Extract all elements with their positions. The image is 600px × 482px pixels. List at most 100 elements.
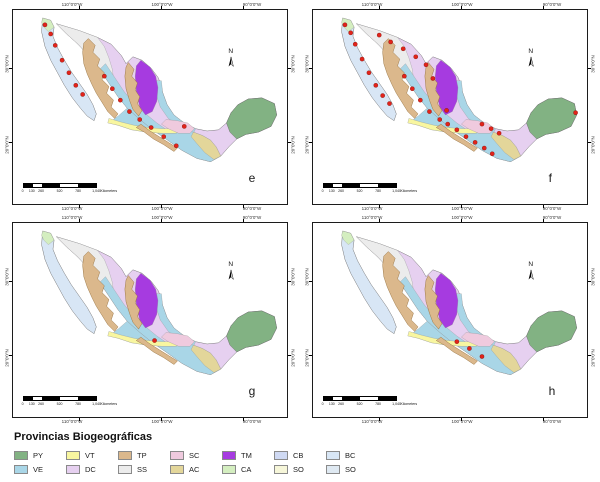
legend-item-ss: SS xyxy=(118,462,170,476)
axis-tick xyxy=(9,68,12,70)
occurrence-dot xyxy=(359,56,365,62)
scalebar-number: 1,040 xyxy=(392,189,401,194)
compass-icon xyxy=(228,56,234,68)
scalebar-number: 520 xyxy=(356,402,363,407)
legend-item-py: PY xyxy=(14,448,66,462)
lon-label: 90°0'0"W xyxy=(542,206,562,211)
scalebar-number: 520 xyxy=(56,402,63,407)
scalebar-number: 260 xyxy=(338,189,344,194)
lon-label: 110°0'0"W xyxy=(361,2,383,7)
lon-label: 100°0'0"W xyxy=(151,2,173,7)
axis-tick xyxy=(288,68,291,70)
lon-label: 110°0'0"W xyxy=(361,206,383,211)
scale-bar-segments xyxy=(22,396,97,402)
occurrence-dot xyxy=(573,110,578,115)
lon-label: 90°0'0"W xyxy=(242,215,262,220)
lat-label: 20°0'0"N xyxy=(290,136,296,154)
legend-swatch xyxy=(66,464,80,474)
legend-swatch xyxy=(274,450,288,460)
scalebar-number: 1,040 xyxy=(392,402,401,407)
occurrence-dot xyxy=(137,117,142,122)
scalebar-number: 520 xyxy=(356,189,363,194)
axis-tick xyxy=(78,418,80,421)
scalebar-number: 260 xyxy=(38,402,44,407)
axis-tick xyxy=(160,418,162,421)
axis-tick xyxy=(588,141,591,143)
scale-bar: 0 130 260 520 780 1,040 Kilometers xyxy=(22,396,117,407)
occurrence-dot xyxy=(181,124,187,129)
scalebar-unit: Kilometers xyxy=(100,189,118,194)
mexico-map xyxy=(341,17,578,163)
occurrence-dot xyxy=(66,70,72,76)
occurrence-dot xyxy=(479,354,485,359)
occurrence-dot xyxy=(48,31,53,37)
scalebar-unit: Kilometers xyxy=(400,402,418,407)
map-frame: N 0 130 260 520 780 1,040 Kilometers f xyxy=(309,6,591,208)
axis-tick xyxy=(543,6,545,9)
lat-label: 20°0'0"N xyxy=(590,349,596,367)
lat-label: 30°0'0"N xyxy=(4,268,10,286)
mexico-map xyxy=(41,230,277,376)
scalebar-number: 780 xyxy=(75,189,81,194)
legend-label: TM xyxy=(241,450,252,460)
lon-label: 110°0'0"W xyxy=(361,419,383,424)
legend-label: SC xyxy=(189,450,200,460)
axis-tick xyxy=(309,141,312,143)
axis-tick xyxy=(588,68,591,70)
occurrence-dot xyxy=(496,130,502,136)
occurrence-dot xyxy=(118,97,123,103)
occurrence-dot xyxy=(400,46,406,52)
lon-label: 110°0'0"W xyxy=(61,206,83,211)
legend-item-dc: DC xyxy=(66,462,118,476)
north-arrow: N xyxy=(227,47,235,69)
panel-letter: g xyxy=(248,384,256,399)
scalebar-number: 520 xyxy=(56,189,63,194)
scalebar-number: 260 xyxy=(38,189,44,194)
lon-label: 110°0'0"W xyxy=(61,419,83,424)
legend-label: TP xyxy=(137,450,147,460)
axis-tick xyxy=(309,354,312,356)
axis-tick xyxy=(378,219,380,222)
map-panel-e: 110°0'0"W 100°0'0"W 90°0'0"W 30°0'0"N 20… xyxy=(0,0,300,213)
lon-label: 110°0'0"W xyxy=(361,215,383,220)
legend-label: VT xyxy=(85,450,95,460)
legend-swatch xyxy=(118,450,132,460)
scalebar-number: 780 xyxy=(375,189,381,194)
legend-item-so2: SO xyxy=(326,462,378,476)
axis-tick xyxy=(588,281,591,283)
scalebar-unit: Kilometers xyxy=(400,189,418,194)
compass-icon xyxy=(228,269,234,281)
axis-tick xyxy=(78,6,80,9)
mexico-map xyxy=(41,17,277,163)
axis-tick xyxy=(9,141,12,143)
legend-item-tm: TM xyxy=(222,448,274,462)
axis-tick xyxy=(309,68,312,70)
lat-label: 30°0'0"N xyxy=(590,55,596,73)
legend-title: Provincias Biogeográficas xyxy=(14,431,153,443)
legend-items: PY VE VT DC TP SS SC AC TM CA CB SO BC SO xyxy=(14,448,600,476)
map-frame: N 0 130 260 520 780 1,040 Kilometers e xyxy=(9,6,291,208)
axis-tick xyxy=(288,281,291,283)
occurrence-dot xyxy=(463,134,469,139)
occurrence-dot xyxy=(481,145,487,151)
scalebar-number: 780 xyxy=(375,402,381,407)
occurrence-dot xyxy=(348,30,353,36)
axis-tick xyxy=(543,219,545,222)
lat-label: 20°0'0"N xyxy=(590,136,596,154)
legend-swatch xyxy=(170,450,184,460)
lon-label: 90°0'0"W xyxy=(542,419,562,424)
panel-letter: h xyxy=(548,384,556,399)
scalebar-number: 0 xyxy=(321,402,324,407)
axis-tick xyxy=(243,219,245,222)
occurrence-dot xyxy=(388,39,393,45)
legend-item-tp: TP xyxy=(118,448,170,462)
north-label: N xyxy=(228,47,234,55)
occurrence-dot xyxy=(352,41,358,47)
occurrence-dot xyxy=(80,92,85,97)
axis-tick xyxy=(78,219,80,222)
axis-tick xyxy=(460,219,462,222)
legend-swatch xyxy=(222,450,236,460)
occurrence-dot xyxy=(410,86,415,91)
legend-swatch xyxy=(326,464,340,474)
axis-tick xyxy=(9,354,12,356)
